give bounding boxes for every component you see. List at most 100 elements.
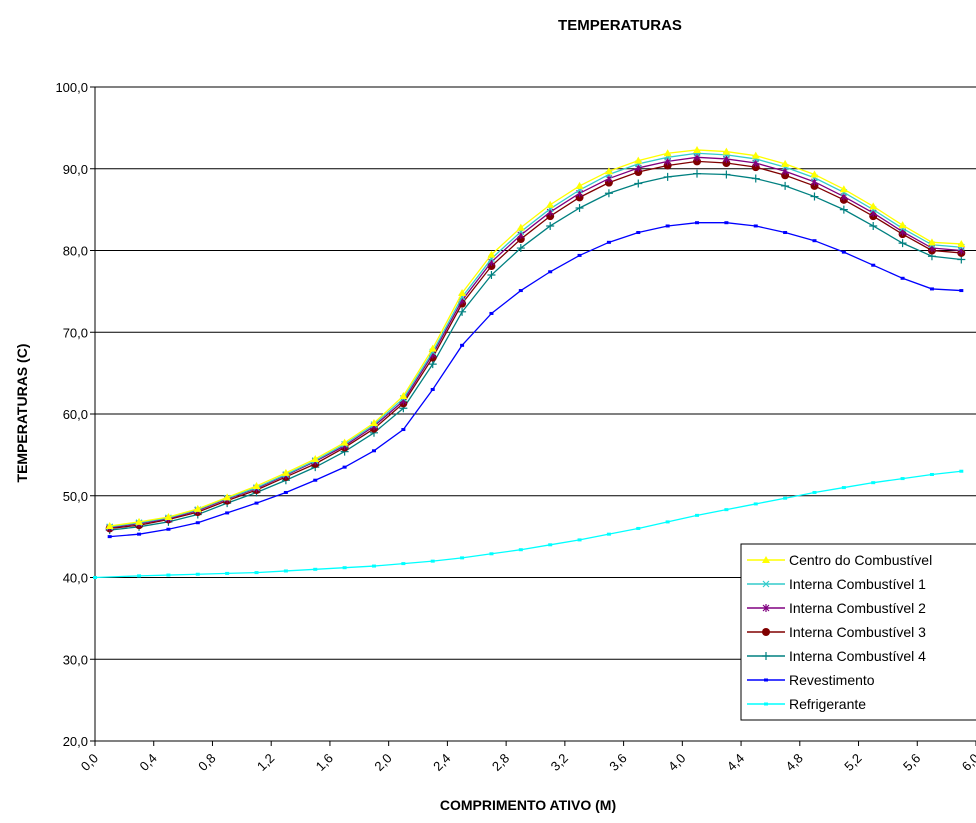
data-point [225,571,230,575]
legend-label: Interna Combustível 2 [789,600,926,616]
data-point [663,149,672,157]
data-point [252,481,261,489]
data-point [518,289,523,293]
data-point [546,221,555,230]
legend-swatch-marker [762,604,770,612]
legend-item: Interna Combustível 3 [747,624,926,640]
legend-item: Centro do Combustível [747,552,932,568]
data-point [105,521,114,529]
data-point [516,244,525,253]
data-point [812,239,817,243]
legend-item: Revestimento [747,672,875,688]
axes [94,87,976,746]
legend-label: Interna Combustível 3 [789,624,926,640]
data-point [342,465,347,469]
data-point [604,167,613,175]
data-point [783,231,788,235]
data-point [751,151,760,159]
data-point [223,493,232,501]
y-tick-label: 80,0 [63,244,88,259]
data-point [695,221,700,225]
data-point [195,572,200,576]
data-point [428,344,437,352]
legend: Centro do Combustível Interna Combustível… [740,543,976,721]
plot-area [93,145,966,579]
data-point [604,189,613,198]
legend-label: Revestimento [789,672,875,688]
series-line [109,156,962,529]
data-point [342,566,347,570]
data-point [107,535,112,539]
x-tick-labels: 0,0 0,4 0,8 1,2 1,6 2,0 2,4 2,8 3,2 3,6 4,0 4,4 4,8 5… [78,751,976,774]
series-refrigerante [93,469,964,579]
x-tick-label: 3,2 [548,751,571,774]
series-line [109,160,962,530]
data-point [135,517,144,525]
data-point [137,532,142,536]
data-point [281,468,290,476]
series-line [94,470,962,579]
data-point [810,170,819,178]
data-point [871,481,876,485]
data-point [254,501,259,505]
data-point [195,521,200,525]
data-point [313,567,318,571]
data-point [489,552,494,556]
data-point [548,270,553,274]
y-tick-label: 90,0 [63,162,88,177]
x-tick-label: 1,6 [313,751,336,774]
data-point [900,477,905,481]
data-point [369,418,378,426]
data-point [781,181,790,190]
x-tick-label: 2,0 [371,751,394,774]
legend-swatch-marker [762,628,770,636]
data-point [929,472,934,476]
y-tick-label: 70,0 [63,325,88,340]
data-point [869,221,878,230]
y-tick-label: 40,0 [63,571,88,586]
y-tick-label: 50,0 [63,489,88,504]
legend-item: Refrigerante [747,696,866,712]
y-tick-labels: 20,0 30,0 40,0 50,0 60,0 70,0 80,0 90,0 100,0 [55,80,88,749]
legend-swatch-marker [764,678,768,682]
x-tick-label: 3,6 [606,751,629,774]
data-point [839,205,848,214]
data-point [166,527,171,531]
data-point [518,548,523,552]
legend-item: Interna Combustível 2 [747,600,926,616]
series-revestimento [107,221,964,539]
data-point [839,185,848,193]
data-point [841,486,846,490]
legend-label: Interna Combustível 1 [789,576,926,592]
data-point [724,508,729,512]
series-interna-combust-vel-1 [106,149,965,531]
data-point [430,387,435,391]
data-point [636,526,641,530]
data-point [634,156,643,164]
x-tick-label: 2,4 [430,751,453,774]
data-point [753,502,758,506]
data-point [401,428,406,432]
data-point [783,496,788,500]
data-point [487,271,496,280]
data-point [575,181,584,189]
data-point [693,145,702,153]
data-point [959,469,964,473]
y-tick-label: 30,0 [63,652,88,667]
data-point [871,263,876,267]
data-point [957,239,966,247]
legend-swatch-marker [762,580,770,588]
data-point [810,192,819,201]
data-point [606,532,611,536]
x-tick-label: 6,0 [959,751,976,774]
data-point [371,449,376,453]
x-tick-label: 2,8 [489,751,512,774]
x-tick-label: 1,2 [254,751,277,774]
legend-item: Interna Combustível 4 [747,648,926,664]
chart-title: TEMPERATURAS [558,17,682,34]
x-tick-label: 0,4 [136,751,159,774]
data-point [959,289,964,293]
data-point [898,221,907,229]
x-tick-label: 4,4 [724,751,747,774]
